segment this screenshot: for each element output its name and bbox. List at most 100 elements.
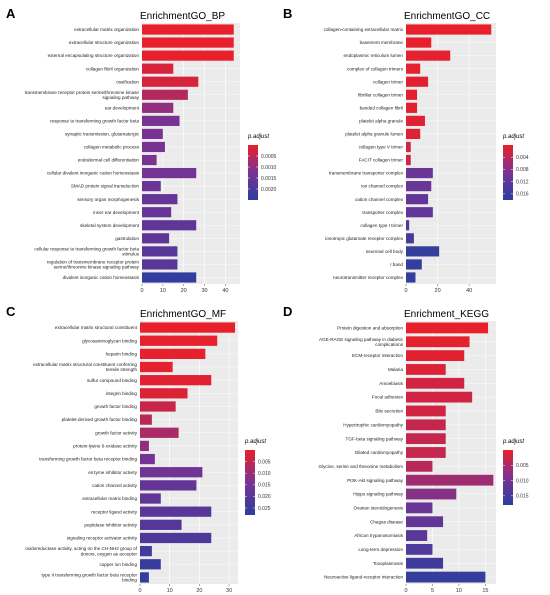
bar <box>140 572 149 583</box>
bar <box>406 419 446 431</box>
x-tick-label: 20 <box>435 288 441 294</box>
category-label: signaling receptor activator activity <box>67 536 138 541</box>
bar <box>142 272 197 283</box>
legend-tick-label: 0.0015 <box>261 176 277 182</box>
panel-bp: A EnrichmentGO_BP extracellular matrix o… <box>6 6 277 294</box>
bar <box>406 194 429 205</box>
category-label: extracellular structure organization <box>69 40 140 45</box>
category-label: neurotransmitter receptor complex <box>333 275 404 280</box>
bar <box>140 414 152 425</box>
bar <box>406 141 411 153</box>
bar <box>142 233 170 244</box>
category-label: integrin binding <box>106 391 138 396</box>
panel-title: EnrichmentGO_MF <box>140 309 226 320</box>
bar <box>406 405 446 417</box>
category-label: Hypertrophic cardiomyopathy <box>343 422 403 427</box>
category-label: protein-lysine 6-oxidase activity <box>73 444 138 449</box>
legend-tick-label: 0.012 <box>516 179 529 185</box>
category-label: extracellular matrix structural constitu… <box>33 362 137 372</box>
category-label: Toxoplasmosis <box>373 561 404 566</box>
category-label: cation channel activity <box>92 483 138 488</box>
bar <box>142 89 188 100</box>
legend-tick-label: 0.025 <box>258 506 271 512</box>
bar <box>406 377 465 389</box>
plot-area: extracellular matrix organization extrace… <box>25 23 240 294</box>
bar <box>140 545 152 557</box>
category-label: platelet-derived growth factor binding <box>62 417 138 422</box>
x-tick-label: 10 <box>167 588 173 594</box>
category-label: inner ear development <box>93 210 139 215</box>
bar <box>406 433 446 445</box>
category-label: glycosaminoglycan binding <box>82 338 137 343</box>
bar <box>406 37 432 48</box>
x-tick-label: 40 <box>466 288 472 294</box>
legend-colorbar <box>503 450 513 505</box>
bar <box>142 181 161 192</box>
panel-kegg: D Enrichment_KEGG Protein digestion and … <box>283 304 529 594</box>
category-label: oxidoreductase activity, acting on the C… <box>25 546 137 556</box>
category-label: growth factor binding <box>94 404 137 409</box>
category-label: ECM-receptor interaction <box>352 353 404 358</box>
bar <box>142 102 174 113</box>
bar <box>140 388 188 399</box>
category-label: FACIT collagen trimer <box>359 158 404 163</box>
legend-title: p.adjust <box>244 439 266 445</box>
bar <box>406 207 433 218</box>
legend-tick-label: 0.015 <box>258 483 271 489</box>
legend-tick-label: 0.005 <box>516 463 529 469</box>
category-label: PI3K-Akt signaling pathway <box>347 478 404 483</box>
plot-background <box>406 23 496 284</box>
bar <box>140 348 206 360</box>
bar <box>406 220 410 231</box>
category-label: external encapsulating structure organiz… <box>48 53 140 58</box>
category-label: AGE-RAGE signaling pathway in diabetic co… <box>319 337 404 347</box>
bar <box>140 335 218 346</box>
category-label: extracellular matrix binding <box>82 496 137 501</box>
bar <box>406 364 446 375</box>
bar <box>406 571 486 583</box>
category-label: sensory organ morphogenesis <box>77 197 139 202</box>
bar <box>140 322 236 333</box>
x-tick-label: 0 <box>404 588 407 594</box>
bar <box>406 530 428 541</box>
bar <box>142 50 234 61</box>
bar <box>406 488 457 500</box>
category-label: transmembrane transporter complex <box>329 171 404 176</box>
panel-cc: B EnrichmentGO_CC collagen-containing ex… <box>283 6 529 294</box>
bar <box>140 532 212 544</box>
category-label: collagen type V trimer <box>359 145 404 150</box>
legend-colorbar <box>503 145 513 200</box>
category-label: transmembrane receptor protein serine/th… <box>25 90 140 100</box>
plot-area: extracellular matrix structural constitu… <box>25 321 238 594</box>
category-label: collagen-containing extracellular matrix <box>324 27 404 32</box>
bar <box>406 447 446 458</box>
category-label: type II transforming growth factor beta … <box>42 573 138 583</box>
bar <box>406 272 416 283</box>
legend: p.adjust 0.004 0.008 0.012 0.016 <box>502 134 529 200</box>
bar <box>142 115 180 126</box>
bar <box>142 63 174 74</box>
x-tick-label: 5 <box>431 588 434 594</box>
bar <box>406 516 444 528</box>
bar <box>406 115 425 126</box>
category-label: synaptic transmission, glutamatergic <box>65 132 140 137</box>
legend-tick-label: 0.004 <box>516 155 529 161</box>
category-label: Hippo signaling pathway <box>353 492 404 497</box>
bar <box>140 401 176 412</box>
category-label: extracellular matrix organization <box>74 27 139 32</box>
bar <box>140 493 161 504</box>
legend-tick-label: 0.010 <box>258 471 271 477</box>
bar <box>140 506 212 517</box>
plot-area: collagen-containing extracellular matrix… <box>324 23 496 294</box>
bar <box>142 76 199 87</box>
category-label: African trypanosomiasis <box>354 533 403 538</box>
category-label: neuronal cell body <box>366 249 404 254</box>
panel-mf: C EnrichmentGO_MF extracellular matrix s… <box>6 304 271 594</box>
plot-background <box>140 321 238 584</box>
panel-letter: D <box>283 304 292 319</box>
panel-letter: C <box>6 304 16 319</box>
bar <box>140 467 203 478</box>
category-label: Malaria <box>388 367 404 372</box>
plot-area: Protein digestion and absorption AGE-RAGE… <box>318 321 496 594</box>
category-label: regulation of transmembrane receptor pro… <box>47 260 140 270</box>
